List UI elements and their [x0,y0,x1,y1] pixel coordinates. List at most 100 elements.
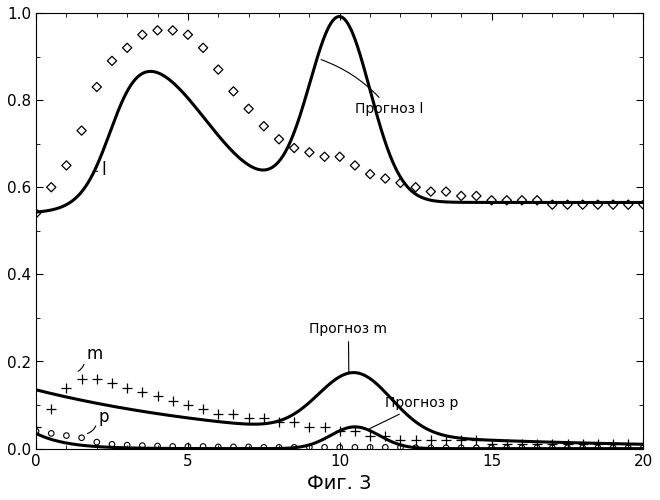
Text: l: l [102,161,106,179]
Point [289,418,300,426]
Point [107,440,117,448]
Point [623,444,634,452]
Point [259,444,269,452]
Point [350,162,360,170]
Point [244,105,254,113]
Point [623,200,634,208]
Text: p: p [98,408,109,426]
Point [365,170,376,178]
Point [244,443,254,451]
Point [532,440,543,448]
Point [426,188,436,196]
Point [183,442,193,450]
Point [365,432,376,440]
Point [380,444,391,452]
Point [502,440,512,448]
Point [183,401,193,409]
Point [350,444,360,452]
Point [456,436,467,444]
Point [213,66,224,74]
Point [289,444,300,452]
Point [304,423,315,431]
Point [289,144,300,152]
Text: Прогноз l: Прогноз l [321,60,423,116]
Point [638,200,649,208]
Point [213,410,224,418]
Point [502,444,512,452]
Point [517,444,527,452]
Point [77,126,87,134]
Point [122,441,133,449]
Point [92,438,102,446]
Point [532,196,543,204]
Point [411,444,421,452]
Point [152,442,163,450]
Point [395,179,406,187]
Point [623,440,634,448]
Point [532,444,543,452]
Point [31,423,42,431]
Point [471,436,482,444]
Point [441,436,451,444]
Point [31,210,42,218]
Point [152,26,163,34]
Point [411,183,421,191]
Point [61,432,72,440]
Text: m: m [86,346,102,364]
Point [228,443,239,451]
Point [547,200,558,208]
Point [441,444,451,452]
Point [486,440,497,448]
Point [152,392,163,400]
Point [547,440,558,448]
Point [244,414,254,422]
Point [502,196,512,204]
Point [638,444,649,452]
Point [517,440,527,448]
Point [92,83,102,91]
Point [335,444,345,452]
Point [46,183,57,191]
Point [562,444,573,452]
Point [168,396,178,404]
Point [395,444,406,452]
Text: Прогноз m: Прогноз m [310,322,387,372]
Point [304,444,315,452]
Point [77,434,87,442]
Point [471,192,482,200]
Point [471,444,482,452]
Point [213,443,224,451]
Point [228,88,239,96]
Point [380,432,391,440]
Point [608,200,618,208]
Text: Прогноз p: Прогноз p [370,396,459,428]
Point [137,388,148,396]
Point [274,136,284,143]
Point [198,406,209,413]
Point [107,57,117,65]
Point [259,414,269,422]
Point [395,436,406,444]
Point [411,436,421,444]
Point [168,26,178,34]
Point [92,375,102,383]
Point [335,427,345,435]
Point [638,440,649,448]
Point [456,192,467,200]
Point [335,152,345,160]
Point [486,444,497,452]
Point [593,200,603,208]
Point [198,442,209,450]
Point [46,406,57,413]
Point [183,30,193,38]
Point [198,44,209,52]
X-axis label: Фиг. 3: Фиг. 3 [308,474,372,493]
Point [31,427,42,435]
Point [319,444,330,452]
Point [259,122,269,130]
Point [107,380,117,388]
Point [350,427,360,435]
Point [562,200,573,208]
Point [578,444,588,452]
Point [562,440,573,448]
